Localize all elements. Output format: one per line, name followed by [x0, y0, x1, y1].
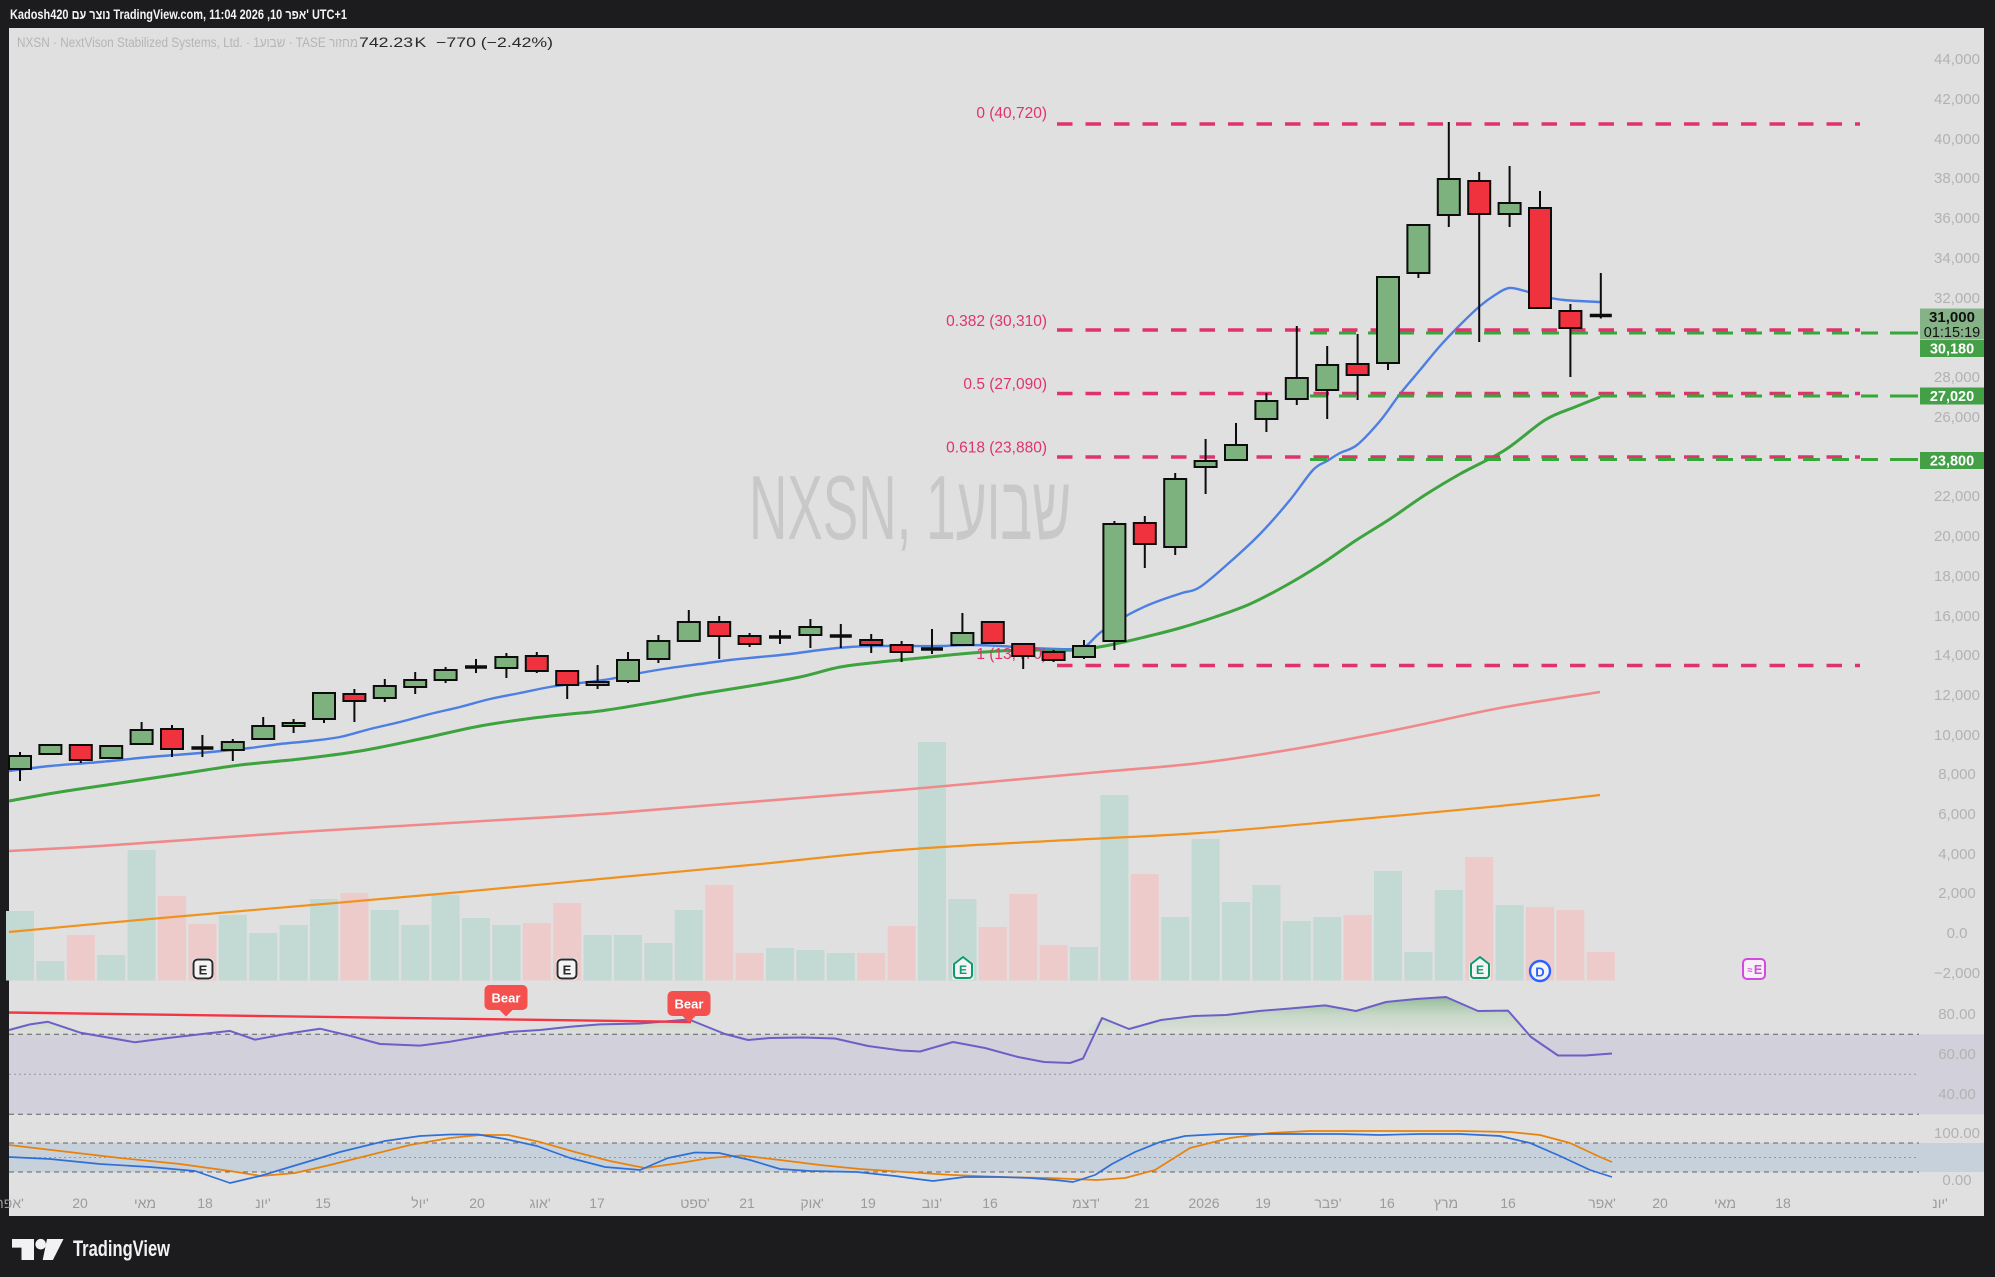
svg-text:40.00: 40.00: [1938, 1086, 1976, 1103]
svg-text:21: 21: [1134, 1195, 1150, 1211]
svg-text:30,180: 30,180: [1930, 342, 1974, 358]
svg-text:יונ': יונ': [1932, 1195, 1947, 1211]
svg-text:4,000: 4,000: [1938, 846, 1976, 863]
svg-text:2,000: 2,000: [1938, 885, 1976, 902]
svg-text:27,020: 27,020: [1930, 389, 1974, 405]
svg-text:אוק': אוק': [800, 1195, 823, 1211]
svg-text:20,000: 20,000: [1934, 528, 1980, 545]
svg-text:מאי: מאי: [134, 1195, 156, 1211]
svg-text:NXSN · NextVison Stabilized Sy: NXSN · NextVison Stabilized Systems, Ltd…: [17, 35, 358, 50]
svg-text:18: 18: [1775, 1195, 1791, 1211]
svg-text:17: 17: [589, 1195, 605, 1211]
svg-text:26,000: 26,000: [1934, 409, 1980, 426]
svg-text:8,000: 8,000: [1938, 766, 1976, 783]
svg-text:Bear: Bear: [675, 997, 704, 1012]
svg-text:E: E: [199, 963, 208, 978]
svg-text:20: 20: [469, 1195, 485, 1211]
svg-text:2026: 2026: [1188, 1195, 1219, 1211]
svg-text:≈: ≈: [1748, 965, 1753, 975]
svg-text:18: 18: [197, 1195, 213, 1211]
svg-text:38,000: 38,000: [1934, 170, 1980, 187]
svg-text:42,000: 42,000: [1934, 91, 1980, 108]
svg-text:44,000: 44,000: [1934, 51, 1980, 68]
svg-text:14,000: 14,000: [1934, 647, 1980, 664]
svg-text:12,000: 12,000: [1934, 687, 1980, 704]
svg-text:36,000: 36,000: [1934, 210, 1980, 227]
svg-text:0.618 (23,880): 0.618 (23,880): [946, 440, 1047, 457]
svg-text:100.00: 100.00: [1934, 1125, 1980, 1142]
svg-text:16,000: 16,000: [1934, 608, 1980, 625]
svg-text:דצמ': דצמ': [1072, 1195, 1100, 1211]
svg-text:23,800: 23,800: [1930, 454, 1974, 470]
svg-text:0 (40,720): 0 (40,720): [976, 105, 1047, 122]
svg-text:מאי: מאי: [1714, 1195, 1736, 1211]
svg-text:22,000: 22,000: [1934, 488, 1980, 505]
svg-text:01:15:19: 01:15:19: [1924, 325, 1980, 341]
svg-text:ספט': ספט': [680, 1195, 709, 1211]
svg-text:15: 15: [315, 1195, 331, 1211]
svg-text:742.23 K −770 (−2.42%): 742.23 K −770 (−2.42%): [359, 35, 553, 50]
svg-text:E: E: [1754, 963, 1762, 977]
svg-text:21: 21: [739, 1195, 755, 1211]
svg-text:16: 16: [1500, 1195, 1516, 1211]
svg-text:40,000: 40,000: [1934, 131, 1980, 148]
svg-text:19: 19: [860, 1195, 876, 1211]
svg-text:28,000: 28,000: [1934, 369, 1980, 386]
svg-text:0.5 (27,090): 0.5 (27,090): [963, 376, 1047, 393]
svg-text:34,000: 34,000: [1934, 250, 1980, 267]
svg-text:80.00: 80.00: [1938, 1006, 1976, 1023]
svg-text:16: 16: [982, 1195, 998, 1211]
svg-text:TradingView: TradingView: [73, 1236, 170, 1261]
svg-text:אוג': אוג': [529, 1195, 550, 1211]
svg-text:פבר': פבר': [1314, 1195, 1341, 1211]
svg-text:יונ': יונ': [255, 1195, 270, 1211]
svg-text:NXSN, 1שבוע: NXSN, 1שבוע: [749, 458, 1071, 559]
svg-text:18,000: 18,000: [1934, 568, 1980, 585]
svg-text:E: E: [1476, 963, 1484, 977]
svg-text:E: E: [959, 963, 967, 977]
svg-text:19: 19: [1255, 1195, 1271, 1211]
svg-text:יול': יול': [411, 1195, 428, 1211]
svg-text:נוב': נוב': [922, 1195, 942, 1211]
svg-text:31,000: 31,000: [1929, 309, 1975, 326]
svg-text:60.00: 60.00: [1938, 1046, 1976, 1063]
svg-text:20: 20: [1652, 1195, 1668, 1211]
svg-text:20: 20: [72, 1195, 88, 1211]
svg-text:−2,000: −2,000: [1934, 965, 1980, 982]
svg-text:מרץ: מרץ: [1434, 1195, 1458, 1211]
svg-text:0.00: 0.00: [1942, 1172, 1971, 1189]
svg-text:אפר': אפר': [1588, 1195, 1616, 1211]
svg-text:E: E: [563, 963, 572, 978]
svg-text:0.382 (30,310): 0.382 (30,310): [946, 313, 1047, 330]
svg-text:6,000: 6,000: [1938, 806, 1976, 823]
svg-text:16: 16: [1379, 1195, 1395, 1211]
svg-text:Bear: Bear: [492, 991, 521, 1006]
svg-text:D: D: [1535, 965, 1544, 980]
svg-text:Kadosh420 נוצר עם TradingView.: Kadosh420 נוצר עם TradingView.com, 11:04…: [10, 7, 347, 22]
svg-text:10,000: 10,000: [1934, 727, 1980, 744]
svg-text:אפר': אפר': [0, 1195, 24, 1211]
svg-text:32,000: 32,000: [1934, 290, 1980, 307]
svg-text:0.0: 0.0: [1947, 925, 1968, 942]
